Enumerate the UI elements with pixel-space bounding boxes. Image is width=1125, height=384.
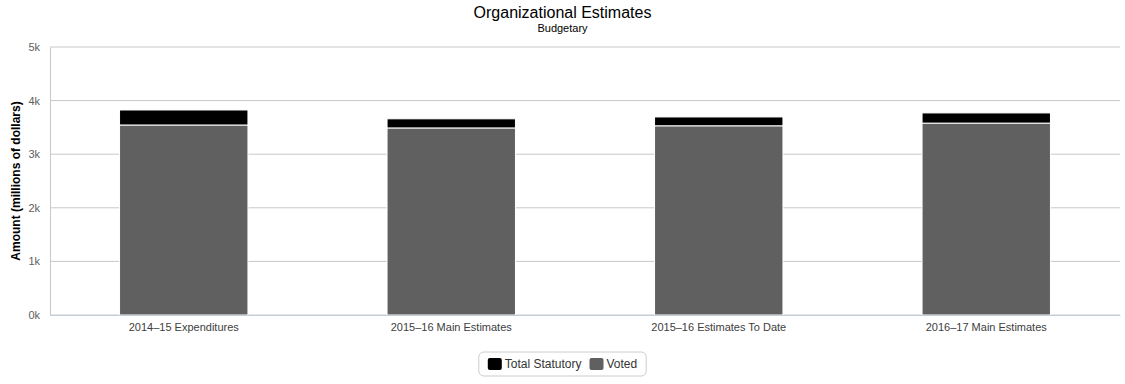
bar[interactable] [922,123,1050,315]
title: Organizational Estimates [474,4,652,21]
series [120,123,1051,315]
x-tick-label: 2015–16 Main Estimates [391,321,513,333]
legend-swatch [488,358,502,370]
x-tick: 2015–16 Main Estimates [391,315,513,333]
grid-line [50,100,1120,101]
x-tick: 2016–17 Main Estimates [926,315,1048,333]
x-axis: 2014–15 Expenditures 2015–16 Main Estimat… [51,315,1121,333]
x-tick-label: 2014–15 Expenditures [129,321,240,333]
bar[interactable] [387,119,515,128]
y-axis-line [50,48,51,316]
y-tick: 1k [28,255,50,267]
bar[interactable] [120,110,248,125]
y-tick: 0k [28,309,50,321]
y-axis: 0k 1k 2k 3k 4k 5k [28,41,50,321]
y-tick: 5k [28,41,50,53]
x-tick: 2015–16 Estimates To Date [651,315,786,333]
y-tick-label: 4k [28,95,40,107]
y-tick: 3k [28,148,50,160]
subtitle: Budgetary [537,22,588,34]
legend: Total Statutory Voted [479,352,646,376]
grid-line [50,47,1120,48]
chart: Organizational EstimatesBudgetary Amount … [0,0,1125,384]
x-tick-label: 2016–17 Main Estimates [926,321,1048,333]
legend-label: Voted [607,357,638,371]
bar[interactable] [120,125,248,315]
x-tick: 2014–15 Expenditures [129,315,240,333]
y-tick-label: 3k [28,148,40,160]
y-tick-label: 5k [28,41,40,53]
legend-item[interactable]: Total Statutory [488,357,582,371]
bar[interactable] [387,128,515,315]
legend-box [479,352,646,376]
bars [120,110,1051,315]
series [120,110,1051,128]
y-tick-label: 0k [28,309,40,321]
legend-item[interactable]: Voted [590,357,638,371]
y-tick: 4k [28,95,50,107]
legend-label: Total Statutory [505,357,582,371]
x-axis-line [51,315,1121,316]
legend-swatch [590,358,604,370]
y-tick-label: 2k [28,202,40,214]
x-tick-label: 2015–16 Estimates To Date [651,321,786,333]
y-axis-title: Amount (millions of dollars) [9,101,23,260]
bar[interactable] [922,113,1050,123]
bar[interactable] [655,126,783,315]
bar[interactable] [655,117,783,126]
y-tick-label: 1k [28,255,40,267]
grid [50,47,1120,315]
y-tick: 2k [28,202,50,214]
